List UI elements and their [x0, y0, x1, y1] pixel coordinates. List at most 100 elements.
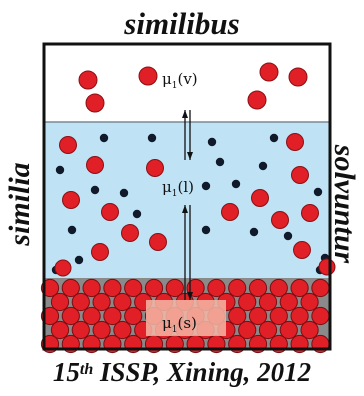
solid-lattice-particle	[82, 306, 101, 326]
solid-lattice-particle	[279, 320, 298, 340]
solid-lattice-particle	[300, 320, 319, 340]
container-frame	[42, 42, 332, 351]
caption-number: 15	[52, 357, 80, 387]
solvent-particle	[132, 209, 142, 219]
solid-lattice-particle	[258, 320, 278, 340]
solvent-particle	[313, 187, 323, 197]
solid-lattice-particle	[279, 292, 298, 312]
vapor-solute-particle	[78, 70, 98, 90]
solvent-particle	[207, 137, 217, 147]
solid-lattice-particle	[113, 320, 132, 340]
vapor-potential-label: μ1(v)	[162, 70, 198, 91]
solid-lattice-particle	[50, 292, 70, 312]
solvent-particle	[74, 255, 84, 265]
solid-lattice-particle	[103, 306, 122, 326]
solid-lattice-particle	[300, 292, 319, 312]
dissolved-solute-particle	[62, 191, 80, 209]
solid-lattice-particle	[290, 278, 309, 298]
solid-lattice-particle	[248, 278, 268, 298]
equilibrium-arrows	[182, 110, 193, 300]
dissolved-solute-particle	[221, 203, 239, 221]
arrow-up-head	[182, 205, 188, 213]
solid-lattice-particle	[311, 306, 330, 326]
solid-lattice-particle	[61, 306, 80, 326]
solid-lattice-particle	[269, 306, 288, 326]
mu-subscript: 1	[172, 189, 178, 199]
solvent-particle	[249, 227, 259, 237]
solvent-particle	[55, 165, 65, 175]
arrow-down-head	[187, 152, 193, 160]
solid-lattice-particle	[238, 320, 257, 340]
solid-lattice-particle	[71, 320, 90, 340]
solid-lattice-particle	[82, 278, 101, 298]
mu-symbol: μ	[162, 178, 172, 196]
dissolved-solute-particle	[149, 233, 167, 251]
solid-lattice-particle	[92, 292, 111, 312]
solid-lattice-particle	[40, 278, 60, 298]
solvent-particle	[119, 188, 129, 198]
solid-lattice-particle	[103, 278, 122, 298]
liquid-particles	[51, 133, 336, 277]
mu-subscript: 1	[172, 325, 178, 335]
liquid-potential-label: μ1(l)	[162, 178, 194, 199]
dissolved-solute-particle	[271, 211, 289, 229]
dissolved-solute-particle	[121, 224, 139, 242]
solvent-particle	[201, 225, 211, 235]
mu-phase: (s)	[177, 314, 196, 332]
dissolved-solute-particle	[293, 241, 311, 259]
dissolved-solute-particle	[291, 166, 309, 184]
solvent-particle	[258, 161, 268, 171]
adsorbed-solute-particle	[318, 258, 336, 276]
dissolved-solute-particle	[101, 203, 119, 221]
solvent-particle	[99, 133, 109, 143]
solid-lattice-particle	[290, 306, 309, 326]
solvent-particle	[283, 231, 293, 241]
caption-text: ISSP, Xining, 2012	[93, 357, 312, 387]
arrow-up-head	[182, 110, 188, 118]
solid-lattice-particle	[92, 320, 111, 340]
solvent-particle	[269, 133, 279, 143]
chemical-potential-labels: μ1(v)μ1(l)μ1(s)	[162, 70, 198, 335]
solvent-particle	[67, 225, 77, 235]
vapor-solute-particle	[138, 66, 158, 86]
mu-symbol: μ	[162, 314, 172, 332]
solid-lattice-particle	[238, 292, 257, 312]
solid-lattice-particle	[269, 278, 288, 298]
dissolved-solute-particle	[301, 204, 319, 222]
solid-label-background	[146, 300, 226, 336]
mu-symbol: μ	[162, 70, 172, 88]
solid-lattice-particle	[228, 306, 247, 326]
mu-subscript: 1	[172, 81, 178, 91]
dissolved-solute-particle	[86, 156, 104, 174]
mu-phase: (v)	[177, 70, 197, 88]
solvent-particle	[231, 179, 241, 189]
solid-lattice-particle	[124, 278, 143, 298]
solvent-particle	[90, 185, 100, 195]
dissolved-solute-particle	[91, 243, 109, 261]
vapor-solute-particle	[288, 67, 308, 87]
adsorbed-solute-particle	[54, 259, 72, 277]
dissolved-solute-particle	[251, 189, 269, 207]
solid-lattice-particle	[61, 278, 80, 298]
solid-lattice-particle	[144, 278, 164, 298]
mu-phase: (l)	[177, 178, 194, 196]
solid-lattice-particle	[50, 320, 70, 340]
solid-lattice-particle	[228, 278, 247, 298]
arrow-down-head	[187, 292, 193, 300]
solid-lattice-particle	[113, 292, 132, 312]
solid-potential-label: μ1(s)	[162, 314, 197, 335]
solid-lattice-particle	[258, 292, 278, 312]
dissolved-solute-particle	[59, 136, 77, 154]
solid-lattice-particle	[207, 278, 226, 298]
solvent-particle	[147, 133, 157, 143]
vapor-solute-particle	[85, 93, 105, 113]
top-label: similibus	[124, 6, 240, 41]
caption-ordinal-suffix: th	[79, 361, 94, 378]
solid-lattice-particle	[248, 306, 268, 326]
dissolved-solute-particle	[286, 133, 304, 151]
solid-lattice-particle	[71, 292, 90, 312]
solid-lattice-particle	[165, 278, 184, 298]
solvent-particle	[201, 181, 211, 191]
solvent-particle	[215, 157, 225, 167]
solid-lattice-particle	[40, 306, 60, 326]
